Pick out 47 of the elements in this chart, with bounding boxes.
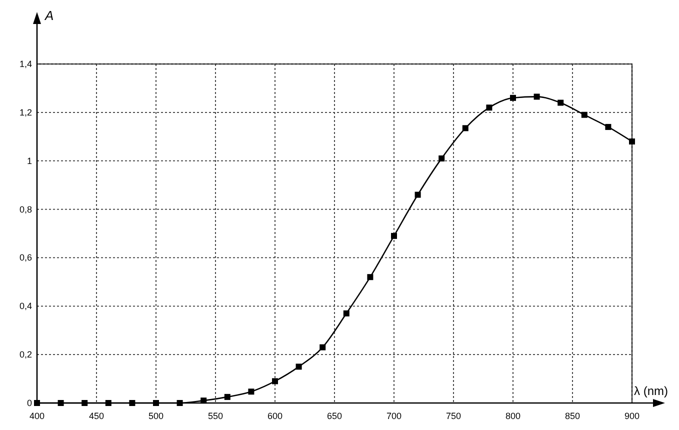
point — [176, 400, 183, 406]
point — [34, 400, 40, 406]
point — [558, 100, 564, 106]
x-tick-label: 850 — [564, 411, 580, 421]
point — [605, 124, 612, 130]
y-tick-label: 0 — [26, 398, 32, 408]
point — [391, 232, 397, 239]
y-tick-label: 1,2 — [19, 107, 32, 118]
x-tick-label: 450 — [88, 411, 104, 421]
point — [438, 155, 445, 162]
x-tick-label: 500 — [148, 411, 164, 421]
x-tick-label: 650 — [326, 411, 342, 421]
point — [581, 112, 588, 118]
x-tick-label: 400 — [29, 411, 45, 421]
point — [367, 274, 374, 280]
point — [462, 125, 468, 132]
y-tick-label: 0,6 — [19, 252, 32, 263]
x-tick-label: 550 — [208, 411, 224, 421]
point — [82, 400, 88, 406]
point — [58, 400, 64, 406]
point — [153, 400, 159, 406]
point — [486, 104, 492, 111]
y-tick-label: 0,4 — [19, 301, 32, 312]
y-tick-label: 0,2 — [19, 350, 32, 360]
point — [343, 310, 350, 316]
x-tick-label: 600 — [267, 411, 283, 421]
x-tick-label: 750 — [446, 411, 462, 421]
point — [534, 94, 540, 100]
y-tick-label: 0,8 — [19, 204, 32, 214]
point — [248, 388, 254, 395]
point — [129, 400, 136, 406]
y-tick-label: 1,4 — [19, 59, 32, 69]
point — [272, 378, 278, 384]
y-tick-label: 1 — [26, 156, 32, 166]
x-tick-label: 900 — [624, 411, 640, 421]
point — [296, 364, 302, 370]
point — [105, 400, 112, 406]
x-tick-label: 700 — [386, 411, 402, 421]
point — [200, 398, 207, 404]
point — [320, 344, 326, 350]
point — [414, 192, 421, 198]
point — [224, 394, 230, 400]
x-tick-label: 800 — [505, 411, 521, 421]
point — [510, 94, 516, 101]
y-axis-title: A — [44, 8, 54, 23]
x-axis-title: λ (nm) — [634, 384, 668, 398]
point — [629, 138, 635, 144]
